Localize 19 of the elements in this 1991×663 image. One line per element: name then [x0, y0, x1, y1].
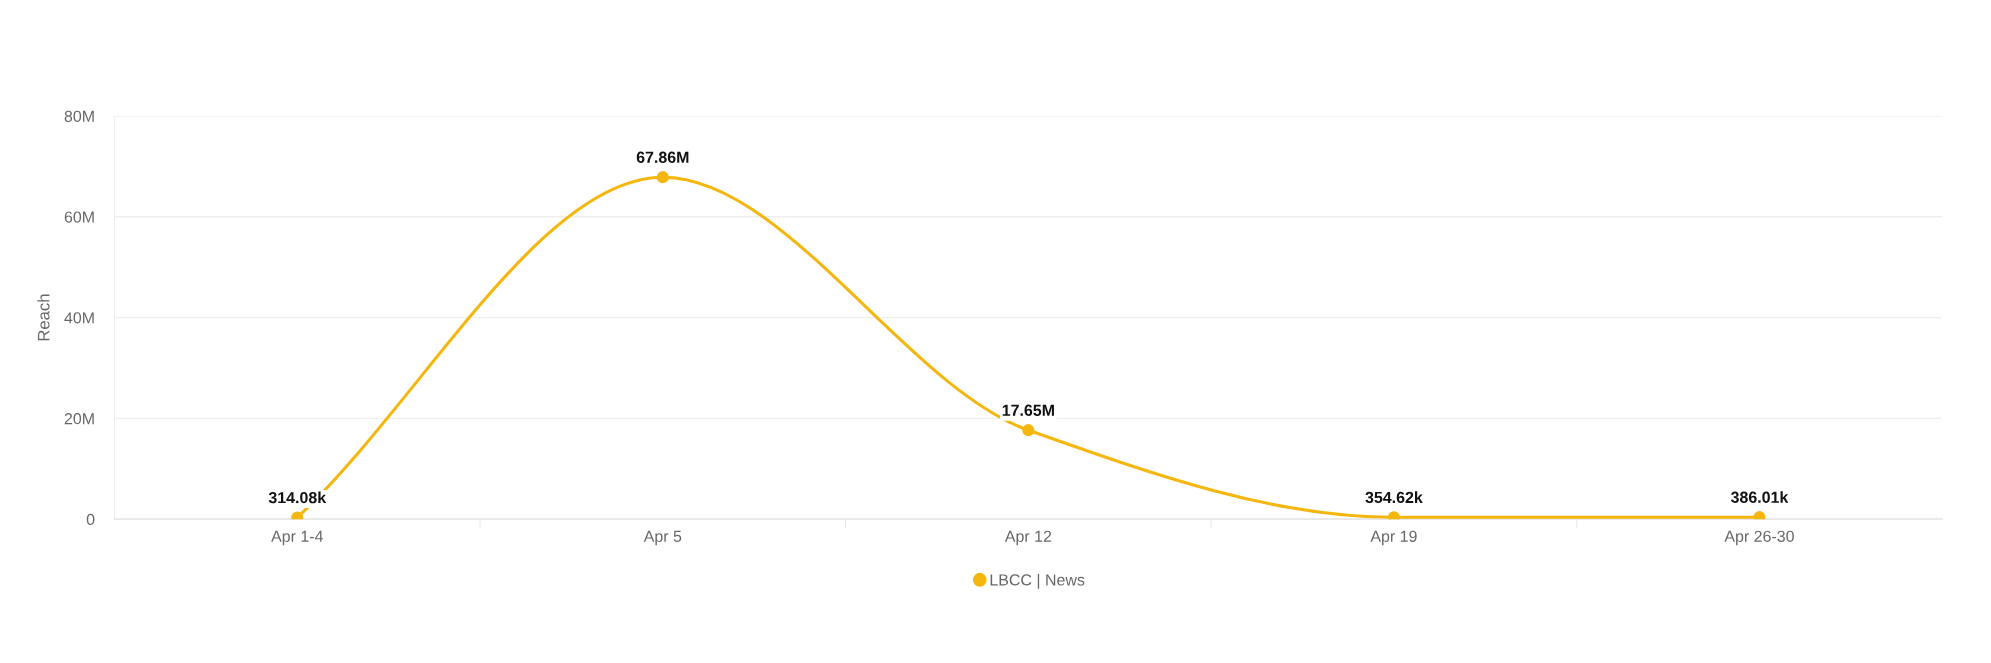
data-label: 314.08k [268, 491, 327, 504]
x-tick-label: Apr 12 [1004, 530, 1052, 546]
data-label: 354.62k [1365, 491, 1423, 504]
y-tick-label: 0 [86, 513, 95, 526]
y-tick-label: 40M [64, 312, 94, 324]
y-tick-label: 20M [64, 412, 94, 425]
data-label: 17.65M [1002, 404, 1054, 416]
y-axis-title: Reach [37, 294, 50, 341]
y-tick-label: 80M [64, 110, 94, 122]
x-tick-label: Apr 19 [1370, 530, 1417, 546]
legend-label: LBCC | News [990, 573, 1085, 589]
x-tick-label: Apr 26-30 [1724, 530, 1794, 546]
point [656, 171, 669, 184]
data-label: 67.86M [636, 151, 689, 163]
data-label: 386.01k [1730, 491, 1789, 503]
x-tick-label: Apr 5 [643, 530, 682, 546]
x-tick-label: Apr 1-4 [271, 530, 323, 546]
y-tick-label: 60M [64, 211, 94, 223]
point [1022, 424, 1035, 437]
